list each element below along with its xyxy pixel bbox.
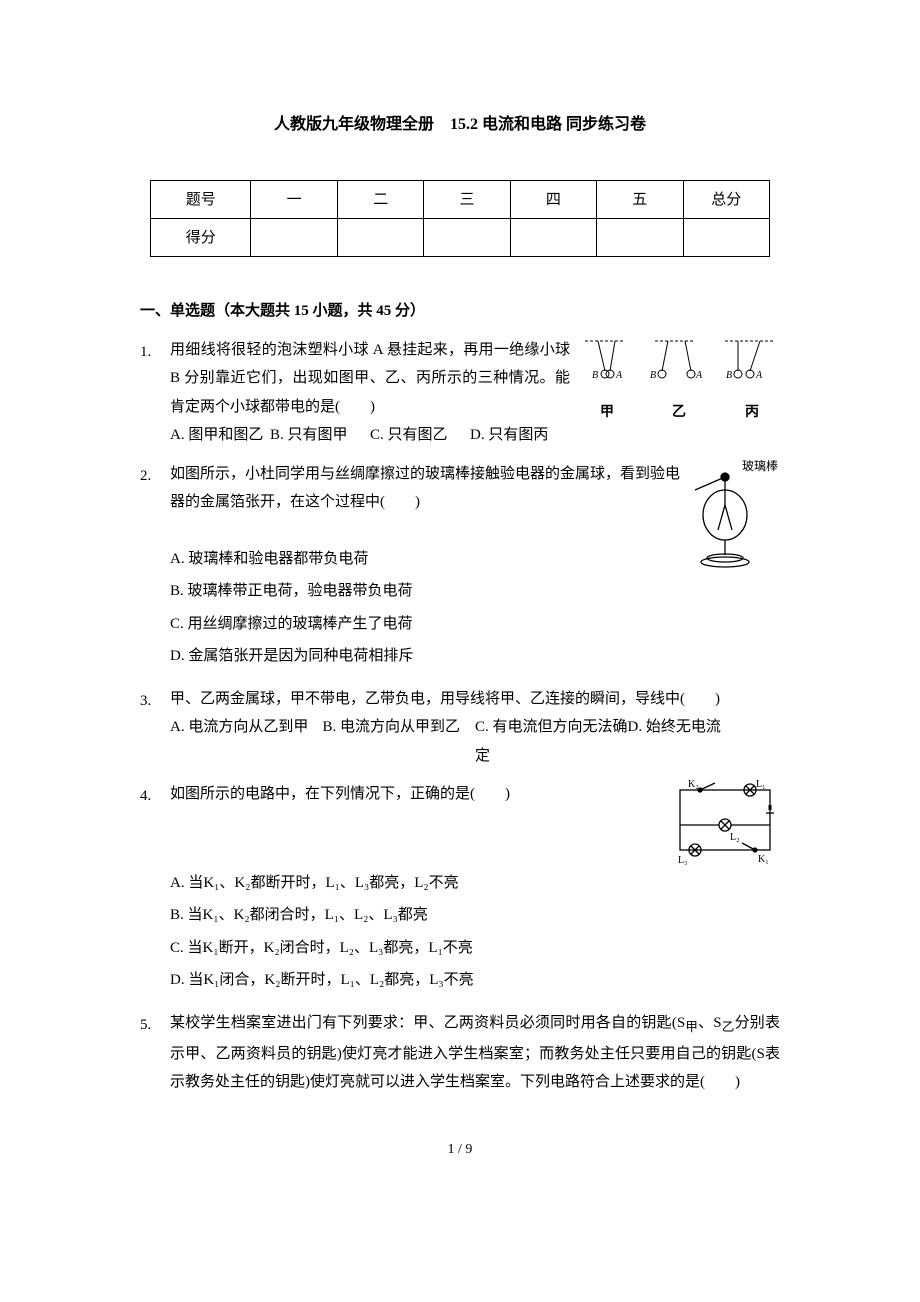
svg-text:A: A bbox=[695, 370, 703, 381]
q4-opt-b: B. 当K₁、K₂都闭合时，L₁、L₂、L₃都亮 bbox=[170, 901, 780, 930]
q5-sub-yi: 乙 bbox=[722, 1020, 735, 1034]
question-1: 1. B A B A bbox=[140, 336, 780, 450]
question-2: 2. 玻璃棒 如图所示，小杜同学用与丝绸摩擦过的玻璃棒接触验电器的 bbox=[140, 460, 780, 675]
svg-text:K₂: K₂ bbox=[688, 780, 699, 790]
section-heading: 一、单选题（本大题共 15 小题，共 45 分） bbox=[140, 297, 780, 326]
q2-opt-c: C. 用丝绸摩擦过的玻璃棒产生了电荷 bbox=[170, 610, 780, 639]
score-cell bbox=[424, 219, 510, 257]
score-row-label: 得分 bbox=[151, 219, 251, 257]
question-number: 2. bbox=[140, 460, 170, 675]
score-col: 五 bbox=[597, 181, 683, 219]
question-number: 4. bbox=[140, 780, 170, 999]
score-col: 一 bbox=[251, 181, 337, 219]
fig-label-glass-rod: 玻璃棒 bbox=[742, 460, 778, 473]
score-cell bbox=[510, 219, 596, 257]
svg-text:L₂: L₂ bbox=[730, 832, 740, 843]
score-col: 二 bbox=[337, 181, 423, 219]
score-table: 题号 一 二 三 四 五 总分 得分 bbox=[150, 180, 770, 257]
q4-options: A. 当K₁、K₂都断开时，L₁、L₃都亮，L₂不亮 B. 当K₁、K₂都闭合时… bbox=[170, 869, 780, 995]
q1-options: A. 图甲和图乙 B. 只有图甲 C. 只有图乙 D. 只有图丙 bbox=[170, 421, 570, 450]
svg-text:L₃: L₃ bbox=[678, 855, 688, 865]
score-col: 四 bbox=[510, 181, 596, 219]
score-col: 三 bbox=[424, 181, 510, 219]
q3-stem: 甲、乙两金属球，甲不带电，乙带负电，用导线将甲、乙连接的瞬间，导线中( ) bbox=[170, 685, 780, 714]
q1-opt-d: D. 只有图丙 bbox=[470, 421, 570, 450]
svg-text:L₁: L₁ bbox=[756, 780, 766, 790]
q2-options: A. 玻璃棒和验电器都带负电荷 B. 玻璃棒带正电荷，验电器带负电荷 C. 用丝… bbox=[170, 545, 780, 671]
q2-figure: 玻璃棒 bbox=[690, 460, 780, 570]
fig-label-jia: 甲 bbox=[600, 404, 614, 420]
svg-text:B: B bbox=[592, 370, 598, 381]
question-number: 5. bbox=[140, 1009, 170, 1097]
svg-text:A: A bbox=[615, 370, 623, 381]
question-3: 3. 甲、乙两金属球，甲不带电，乙带负电，用导线将甲、乙连接的瞬间，导线中( )… bbox=[140, 685, 780, 771]
q1-figure: B A B A B A 甲 乙 丙 bbox=[580, 336, 780, 426]
score-cell bbox=[597, 219, 683, 257]
score-cell bbox=[337, 219, 423, 257]
q2-opt-a: A. 玻璃棒和验电器都带负电荷 bbox=[170, 545, 780, 574]
fig-label-bing: 丙 bbox=[745, 404, 759, 420]
q5-sub-jia: 甲 bbox=[685, 1020, 698, 1034]
question-5: 5. 某校学生档案室进出门有下列要求：甲、乙两资料员必须同时用各自的钥匙(S甲、… bbox=[140, 1009, 780, 1097]
svg-text:K₁: K₁ bbox=[758, 854, 769, 865]
q2-opt-b: B. 玻璃棒带正电荷，验电器带负电荷 bbox=[170, 577, 780, 606]
q3-opt-b: B. 电流方向从甲到乙 bbox=[323, 713, 476, 770]
page-number: 1 / 9 bbox=[140, 1137, 780, 1164]
score-cell bbox=[251, 219, 337, 257]
q3-opt-a: A. 电流方向从乙到甲 bbox=[170, 713, 323, 770]
svg-text:B: B bbox=[650, 370, 656, 381]
question-number: 1. bbox=[140, 336, 170, 450]
score-col: 总分 bbox=[683, 181, 769, 219]
q3-options: A. 电流方向从乙到甲 B. 电流方向从甲到乙 C. 有电流但方向无法确定 D.… bbox=[170, 713, 780, 770]
q3-opt-c: C. 有电流但方向无法确定 bbox=[475, 713, 628, 770]
q4-opt-d: D. 当K₁闭合，K₂断开时，L₁、L₂都亮，L₃不亮 bbox=[170, 966, 780, 995]
document-title: 人教版九年级物理全册 15.2 电流和电路 同步练习卷 bbox=[140, 110, 780, 140]
question-number: 3. bbox=[140, 685, 170, 771]
svg-text:A: A bbox=[755, 370, 763, 381]
q1-opt-a: A. 图甲和图乙 bbox=[170, 421, 270, 450]
q3-opt-d: D. 始终无电流 bbox=[628, 713, 781, 770]
svg-text:B: B bbox=[726, 370, 732, 381]
fig-label-yi: 乙 bbox=[672, 404, 686, 420]
q5-stem-p2: 、S bbox=[698, 1015, 722, 1031]
q1-opt-b: B. 只有图甲 bbox=[270, 421, 370, 450]
q4-opt-c: C. 当K₁断开，K₂闭合时，L₂、L₃都亮，L₁不亮 bbox=[170, 934, 780, 963]
q1-opt-c: C. 只有图乙 bbox=[370, 421, 470, 450]
q4-opt-a: A. 当K₁、K₂都断开时，L₁、L₃都亮，L₂不亮 bbox=[170, 869, 780, 898]
q4-figure: K₂ L₁ L₂ L₃ K₁ bbox=[670, 780, 780, 865]
q2-stem: 如图所示，小杜同学用与丝绸摩擦过的玻璃棒接触验电器的金属球，看到验电器的金属箔张… bbox=[170, 460, 780, 517]
q5-stem-p0: 某校学生档案室进出门有下列要求：甲、乙两资料员必须同时用各自的钥匙(S bbox=[170, 1015, 685, 1031]
question-4: 4. K₂ bbox=[140, 780, 780, 999]
q2-opt-d: D. 金属箔张开是因为同种电荷相排斥 bbox=[170, 642, 780, 671]
q5-stem: 某校学生档案室进出门有下列要求：甲、乙两资料员必须同时用各自的钥匙(S甲、S乙分… bbox=[170, 1009, 780, 1097]
score-cell bbox=[683, 219, 769, 257]
score-row-label: 题号 bbox=[151, 181, 251, 219]
